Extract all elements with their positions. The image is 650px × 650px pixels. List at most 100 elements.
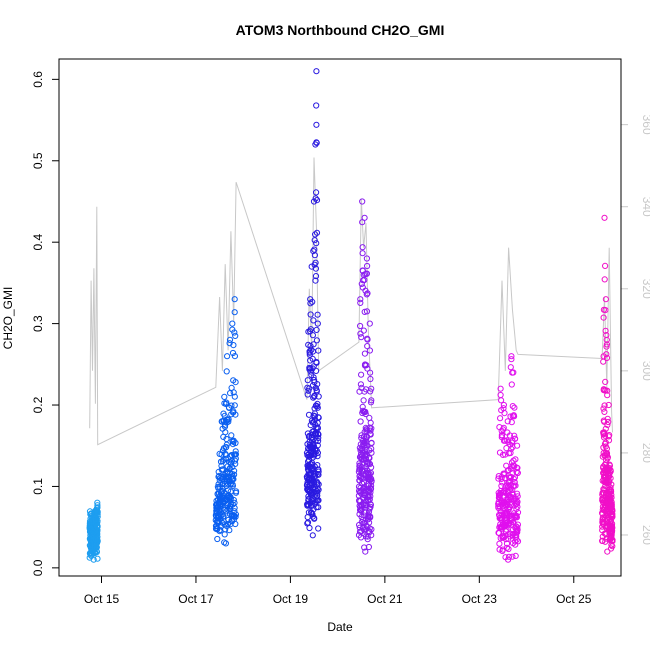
data-point (93, 548, 101, 556)
data-point (601, 408, 608, 415)
data-point (218, 523, 225, 530)
data-point (608, 488, 615, 495)
data-point (315, 347, 322, 354)
data-point (495, 475, 502, 482)
data-point (508, 419, 515, 426)
data-point (315, 471, 322, 478)
data-point (313, 367, 320, 374)
data-point (304, 519, 312, 526)
data-point (308, 346, 315, 353)
data-point (310, 341, 317, 348)
data-point (306, 385, 313, 392)
data-point (362, 448, 369, 455)
data-point (222, 429, 229, 436)
data-point (305, 509, 312, 516)
data-point (500, 401, 507, 409)
data-point (604, 421, 611, 428)
data-point (357, 322, 364, 330)
data-point (305, 328, 312, 335)
data-point (315, 414, 322, 421)
data-point (503, 512, 510, 519)
data-point (504, 418, 511, 425)
data-point (600, 314, 607, 321)
data-point (232, 455, 239, 462)
data-point (312, 195, 319, 202)
data-point (367, 388, 374, 395)
data-point (357, 330, 364, 337)
data-point (600, 405, 607, 412)
data-point (231, 393, 238, 400)
data-point (226, 336, 234, 343)
series-3 (303, 68, 322, 539)
x-axis-label: Date (327, 620, 353, 634)
data-point (313, 197, 321, 204)
data-point (315, 504, 322, 511)
data-point (229, 501, 236, 508)
data-point (356, 524, 363, 531)
data-point (311, 413, 318, 420)
data-point (315, 497, 322, 504)
data-point (309, 437, 316, 444)
data-point (602, 378, 609, 385)
data-point (366, 320, 373, 327)
data-point (608, 533, 615, 541)
data-point (601, 432, 609, 439)
data-point (497, 385, 504, 392)
data-point (601, 402, 608, 409)
data-point (363, 270, 370, 277)
data-point (368, 397, 375, 404)
data-point (364, 343, 371, 350)
data-point (508, 353, 515, 360)
x-axis: Oct 15 Oct 17 Oct 19 Oct 21 Oct 23 Oct 25 (84, 575, 592, 606)
data-point (505, 556, 512, 563)
data-point (358, 502, 365, 509)
series-6 (599, 214, 616, 555)
data-point (310, 248, 317, 255)
data-point (311, 515, 318, 522)
data-point (231, 504, 238, 512)
data-point (514, 524, 521, 531)
data-point (362, 408, 369, 415)
data-point (603, 343, 610, 350)
data-point (367, 431, 374, 438)
series-5 (495, 353, 522, 563)
data-point (314, 381, 321, 388)
data-point (314, 453, 321, 460)
data-point (222, 540, 229, 547)
data-point (312, 259, 319, 266)
data-point (511, 432, 518, 439)
data-point (601, 214, 608, 221)
data-point (368, 477, 375, 485)
data-point (367, 489, 374, 496)
data-point (508, 381, 515, 388)
y-tick-label: 0.3 (31, 315, 45, 332)
data-point (368, 425, 375, 432)
data-point (230, 476, 237, 483)
data-point (608, 491, 615, 498)
data-point (228, 432, 235, 439)
data-point (514, 469, 521, 476)
data-point (231, 309, 238, 316)
data-point (506, 432, 513, 439)
data-point (602, 296, 610, 303)
data-point (510, 413, 518, 420)
data-point (513, 523, 520, 530)
data-point (609, 510, 616, 518)
y2-tick-label: 300 (640, 361, 650, 381)
x-tick-label: Oct 25 (556, 592, 592, 606)
data-point (360, 327, 367, 334)
data-point (608, 481, 615, 488)
series-4 (355, 198, 375, 555)
data-point (368, 449, 375, 456)
data-point (225, 492, 232, 499)
data-point (223, 368, 230, 375)
data-point (310, 198, 318, 205)
data-point (357, 299, 364, 306)
data-point (231, 296, 238, 303)
data-point (607, 467, 614, 474)
data-point (312, 231, 319, 238)
data-point (505, 553, 513, 560)
data-point (232, 511, 239, 518)
data-point (507, 413, 514, 420)
y-tick-label: 0.5 (31, 152, 45, 169)
